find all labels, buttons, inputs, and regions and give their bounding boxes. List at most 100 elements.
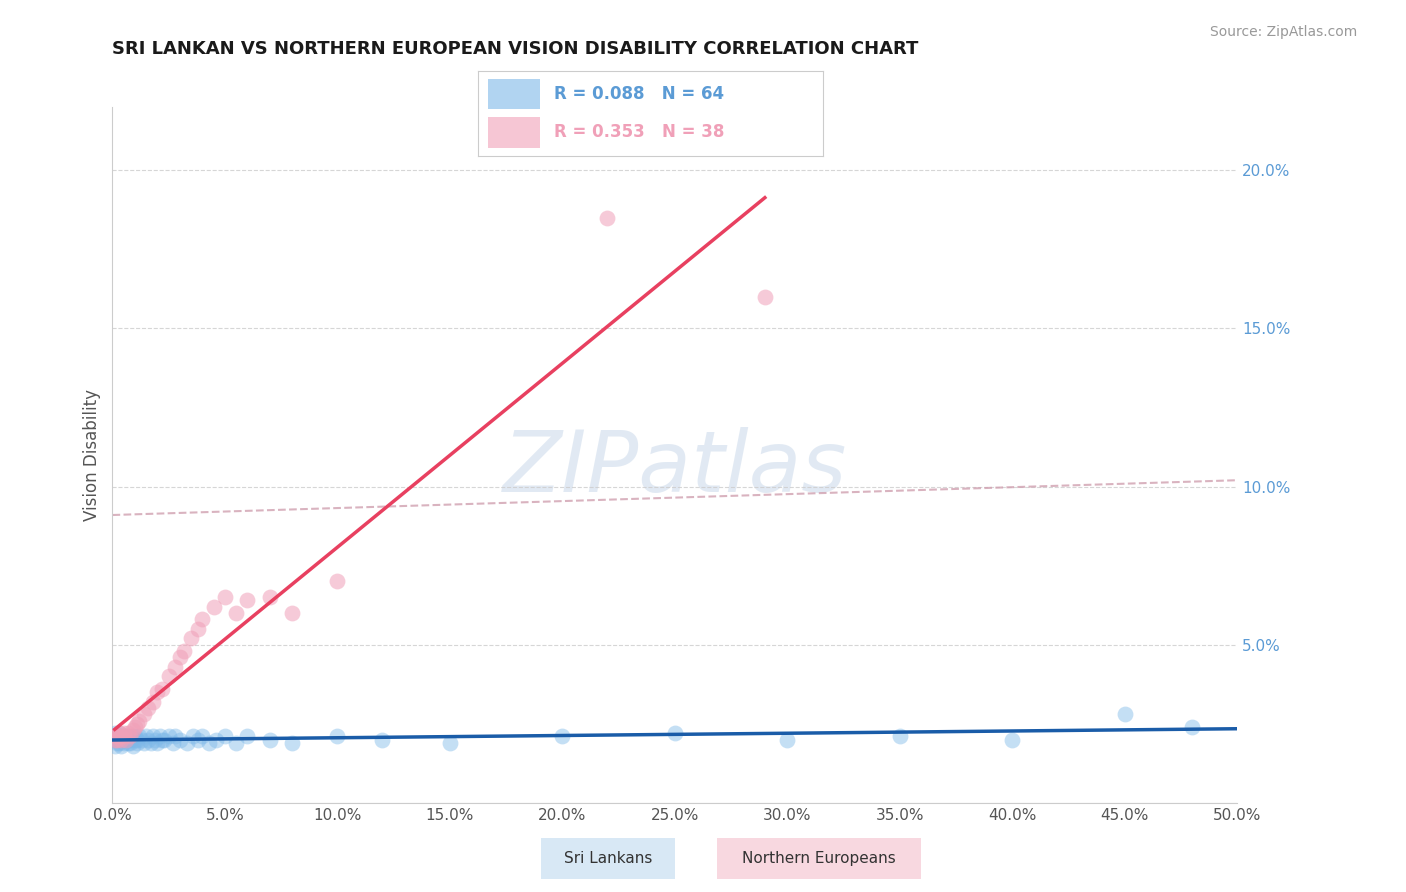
Point [139, 736, 162, 750]
Point [110, 732, 132, 747]
Point [117, 736, 139, 750]
Text: ZIPatlas: ZIPatlas [503, 427, 846, 510]
Point [110, 730, 132, 744]
Point [146, 736, 169, 750]
Point [128, 714, 150, 728]
Bar [488, 117, 540, 147]
Point [105, 730, 128, 744]
Point [121, 723, 143, 737]
Point [150, 681, 173, 696]
Point [115, 732, 138, 747]
Point [889, 730, 911, 744]
Point [754, 290, 776, 304]
Point [108, 736, 131, 750]
Point [112, 730, 135, 744]
Text: R = 0.353   N = 38: R = 0.353 N = 38 [554, 123, 724, 141]
Point [124, 730, 146, 744]
Point [110, 739, 132, 753]
Point [153, 732, 176, 747]
Point [198, 736, 221, 750]
Point [191, 730, 214, 744]
Point [120, 736, 142, 750]
Point [214, 591, 236, 605]
Point [108, 726, 131, 740]
Point [138, 701, 160, 715]
Point [236, 730, 259, 744]
Text: R = 0.088   N = 64: R = 0.088 N = 64 [554, 86, 724, 103]
Text: Sri Lankans: Sri Lankans [564, 851, 652, 866]
Point [143, 732, 166, 747]
Point [127, 736, 149, 750]
Point [146, 685, 169, 699]
Point [110, 732, 132, 747]
Point [132, 707, 155, 722]
Point [371, 732, 394, 747]
Point [165, 730, 187, 744]
Point [108, 730, 131, 744]
Point [117, 726, 139, 740]
Point [1114, 707, 1136, 722]
Point [169, 732, 191, 747]
Point [105, 730, 128, 744]
Point [132, 736, 155, 750]
Point [124, 732, 146, 747]
Point [104, 739, 127, 753]
Bar [488, 79, 540, 110]
Point [664, 726, 686, 740]
Point [165, 660, 187, 674]
Point [225, 606, 247, 620]
Point [202, 599, 225, 614]
Text: SRI LANKAN VS NORTHERN EUROPEAN VISION DISABILITY CORRELATION CHART: SRI LANKAN VS NORTHERN EUROPEAN VISION D… [112, 40, 920, 58]
Point [108, 726, 131, 740]
Point [169, 650, 191, 665]
Point [183, 730, 205, 744]
Point [187, 732, 209, 747]
Point [281, 736, 304, 750]
Point [115, 730, 138, 744]
Point [187, 622, 209, 636]
Point [138, 732, 160, 747]
Point [236, 593, 259, 607]
Point [115, 732, 138, 747]
Point [259, 591, 281, 605]
Point [104, 726, 127, 740]
Point [205, 732, 228, 747]
Point [551, 730, 574, 744]
Point [117, 730, 139, 744]
Point [127, 732, 149, 747]
Point [191, 612, 214, 626]
Point [142, 730, 165, 744]
Point [439, 736, 461, 750]
Text: Source: ZipAtlas.com: Source: ZipAtlas.com [1209, 25, 1357, 39]
Point [1181, 720, 1204, 734]
Point [157, 669, 180, 683]
Point [121, 739, 143, 753]
Point [124, 720, 146, 734]
Point [104, 732, 127, 747]
Point [776, 732, 799, 747]
Point [149, 730, 172, 744]
Point [131, 732, 153, 747]
Point [1001, 732, 1024, 747]
Point [225, 736, 247, 750]
Text: Northern Europeans: Northern Europeans [742, 851, 896, 866]
Point [173, 644, 195, 658]
Point [104, 730, 127, 744]
Point [105, 736, 128, 750]
Point [596, 211, 619, 225]
Point [214, 730, 236, 744]
Point [120, 732, 142, 747]
Point [162, 736, 184, 750]
Point [326, 730, 349, 744]
Point [104, 732, 127, 747]
Point [142, 695, 165, 709]
Point [326, 574, 349, 589]
Point [112, 730, 135, 744]
Point [180, 632, 202, 646]
Point [110, 730, 132, 744]
Point [157, 730, 180, 744]
Point [105, 732, 128, 747]
Point [112, 732, 135, 747]
Point [127, 716, 149, 731]
Point [135, 730, 157, 744]
